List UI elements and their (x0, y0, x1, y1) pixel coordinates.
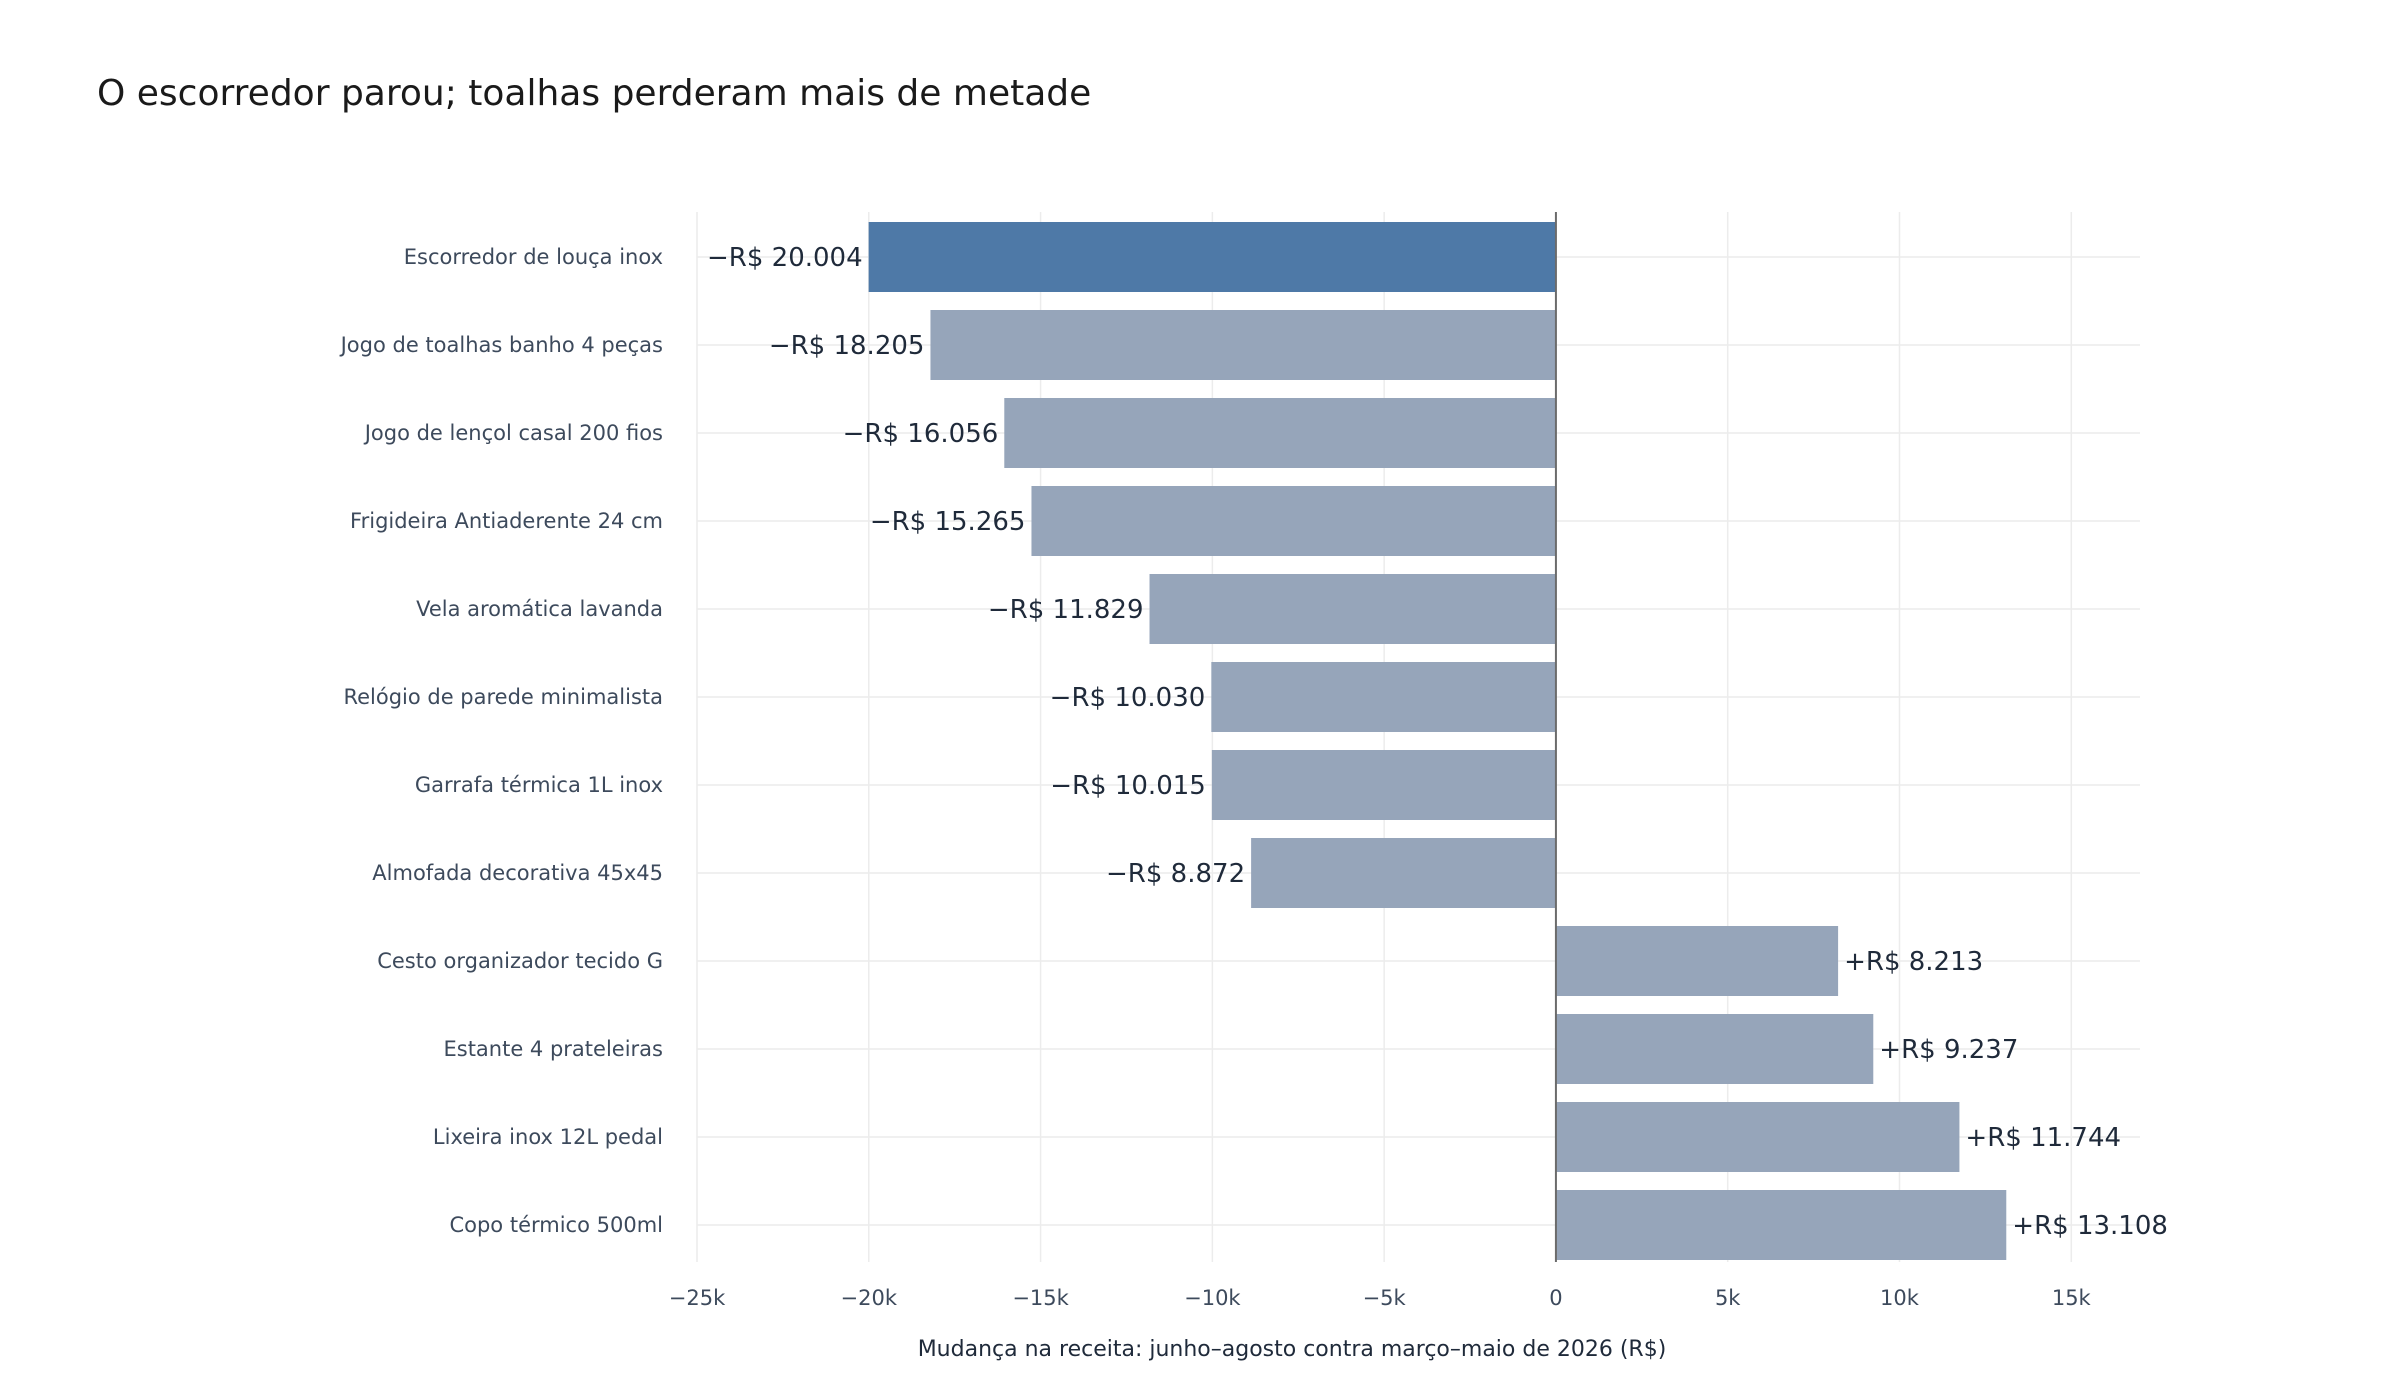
x-tick-label: 0 (1549, 1286, 1562, 1310)
value-label: −R$ 15.265 (870, 507, 1026, 537)
category-label: Cesto organizador tecido G (377, 949, 663, 973)
value-label: −R$ 10.030 (1050, 683, 1206, 713)
bar (1251, 838, 1556, 908)
x-tick-label: −25k (669, 1286, 726, 1310)
value-label: −R$ 16.056 (843, 419, 999, 449)
category-label: Lixeira inox 12L pedal (433, 1125, 663, 1149)
chart-title: O escorredor parou; toalhas perderam mai… (97, 73, 1091, 114)
value-label: −R$ 11.829 (988, 595, 1144, 625)
category-label: Jogo de toalhas banho 4 peças (339, 333, 663, 357)
bar (1555, 1190, 2007, 1260)
value-label: +R$ 13.108 (2012, 1211, 2168, 1241)
category-label: Frigideira Antiaderente 24 cm (350, 509, 663, 533)
value-label: +R$ 9.237 (1879, 1035, 2018, 1065)
value-label: −R$ 18.205 (769, 331, 925, 361)
bar (1149, 574, 1556, 644)
value-label: +R$ 8.213 (1844, 947, 1983, 977)
bar (1031, 486, 1556, 556)
value-label: −R$ 20.004 (707, 243, 863, 273)
x-tick-label: −10k (1184, 1286, 1241, 1310)
x-tick-label: 15k (2052, 1286, 2092, 1310)
category-labels: Escorredor de louça inox Jogo de toalhas … (339, 245, 663, 1237)
bar (868, 222, 1556, 292)
bar (1211, 750, 1556, 820)
category-label: Escorredor de louça inox (404, 245, 663, 269)
category-label: Almofada decorativa 45x45 (372, 861, 663, 885)
bar (1211, 662, 1556, 732)
category-label: Jogo de lençol casal 200 fios (363, 421, 663, 445)
x-tick-label: 5k (1715, 1286, 1741, 1310)
x-tick-label: −20k (841, 1286, 898, 1310)
x-tick-label: 10k (1880, 1286, 1920, 1310)
bar (1004, 398, 1556, 468)
bar (1555, 926, 1839, 996)
x-tick-labels: −25k −20k −15k −10k −5k 0 5k 10k 15k (669, 1286, 2092, 1310)
bar (930, 310, 1556, 380)
value-label: +R$ 11.744 (1965, 1123, 2121, 1153)
value-label: −R$ 8.872 (1106, 859, 1245, 889)
category-label: Garrafa térmica 1L inox (415, 773, 663, 797)
value-labels: −R$ 20.004 −R$ 18.205 −R$ 16.056 −R$ 15.265… (707, 243, 2168, 1241)
x-tick-label: −15k (1012, 1286, 1069, 1310)
bars (868, 222, 2007, 1260)
category-label: Vela aromática lavanda (416, 597, 663, 621)
category-label: Estante 4 prateleiras (443, 1037, 663, 1061)
category-label: Relógio de parede minimalista (343, 685, 663, 709)
x-tick-label: −5k (1363, 1286, 1407, 1310)
category-label: Copo térmico 500ml (449, 1213, 663, 1237)
bar (1555, 1102, 1960, 1172)
value-label: −R$ 10.015 (1050, 771, 1206, 801)
x-axis-title: Mudança na receita: junho–agosto contra … (918, 1337, 1667, 1362)
bar (1555, 1014, 1874, 1084)
